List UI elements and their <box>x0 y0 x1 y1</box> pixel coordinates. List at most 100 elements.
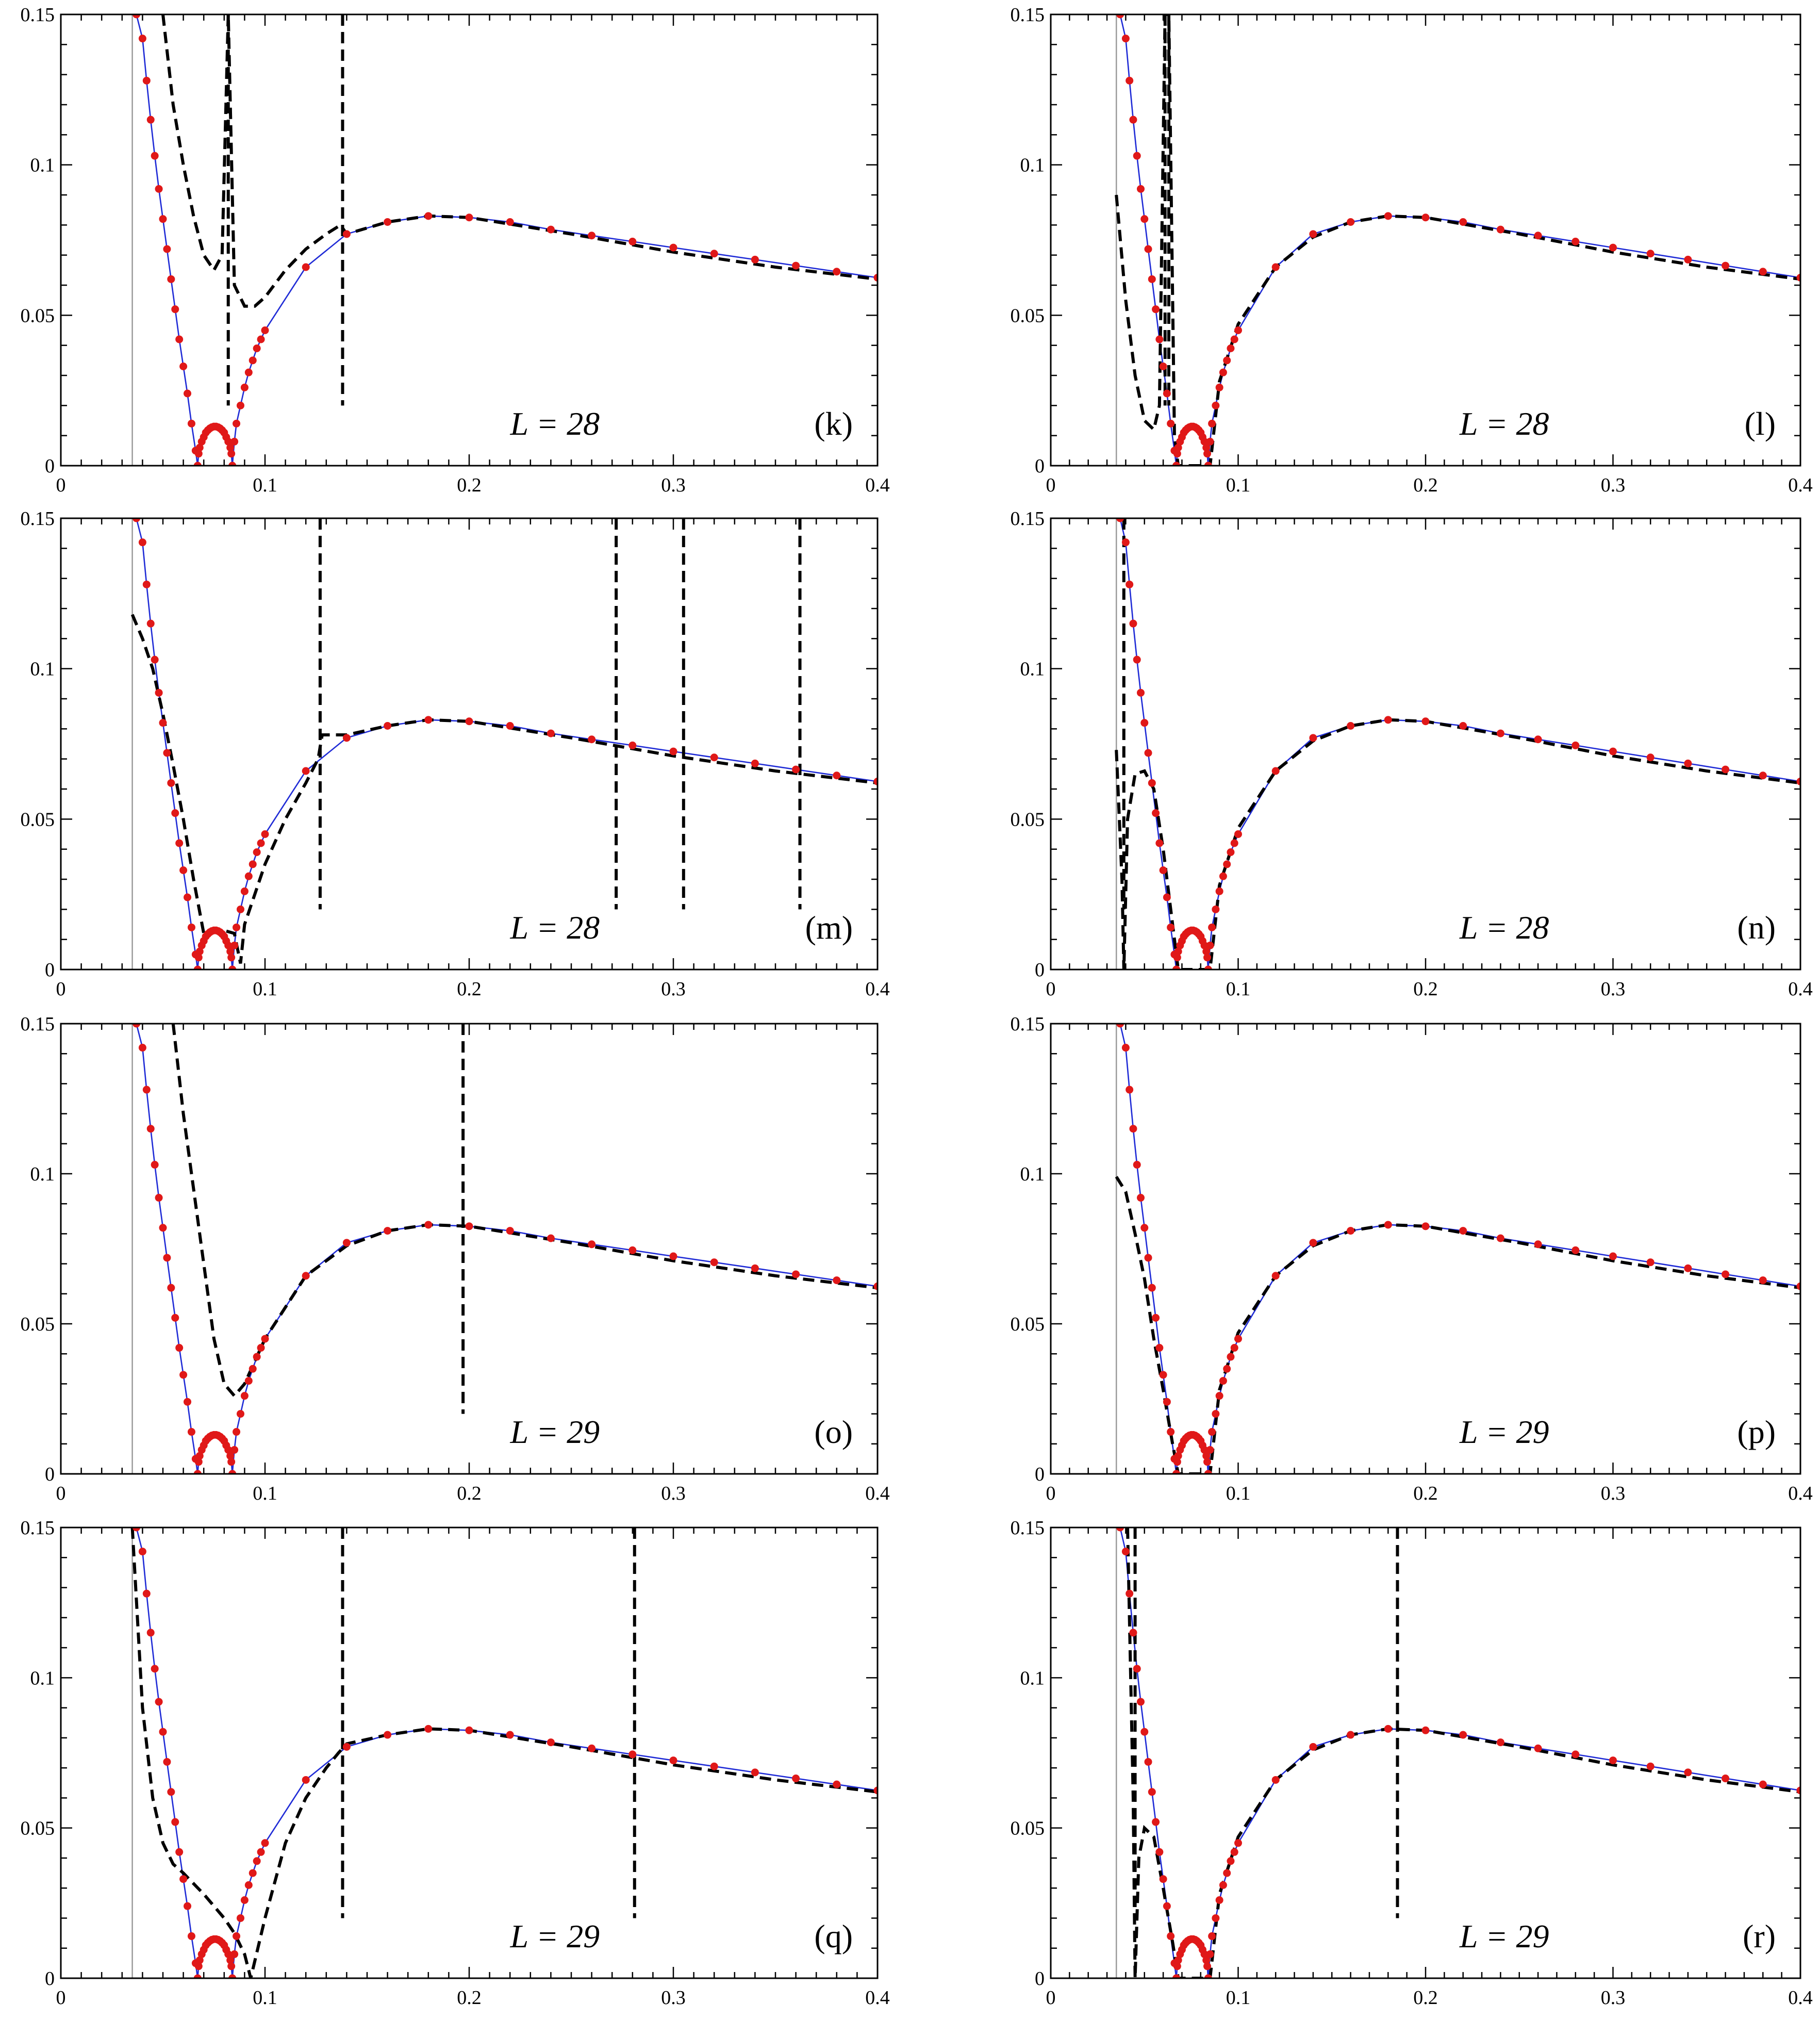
x-tick-label: 0.1 <box>253 1987 277 2009</box>
data-point <box>1200 941 1209 949</box>
data-point <box>1212 905 1220 913</box>
data-point <box>1684 1768 1692 1777</box>
y-tick-label: 0.05 <box>21 305 55 326</box>
data-point <box>1136 1698 1145 1706</box>
data-point <box>1230 335 1238 343</box>
data-point <box>1126 580 1134 588</box>
data-point <box>424 1725 433 1733</box>
plot-area <box>133 14 878 466</box>
data-point <box>628 741 637 749</box>
data-point <box>1155 335 1164 343</box>
data-point <box>792 261 800 270</box>
panel-label: (r) <box>1743 1918 1776 1955</box>
data-point <box>228 1470 237 1474</box>
x-tick-label: 0.3 <box>661 474 686 496</box>
data-point <box>1534 1744 1542 1752</box>
data-point <box>1204 1974 1212 1978</box>
data-point <box>1208 419 1216 428</box>
data-point <box>465 1726 473 1734</box>
data-point <box>159 215 167 223</box>
data-point <box>1167 923 1175 931</box>
data-point <box>1159 363 1167 370</box>
data-point <box>1206 941 1214 949</box>
data-point <box>751 255 759 264</box>
plot-area <box>130 1528 878 1978</box>
data-point <box>195 1956 204 1964</box>
x-tick-label: 0.4 <box>1788 474 1813 496</box>
data-point <box>1223 1365 1231 1373</box>
data-point <box>1646 250 1654 258</box>
plot-area <box>1115 518 1800 970</box>
data-point <box>142 580 151 588</box>
data-point <box>792 765 800 774</box>
data-point <box>1172 1974 1181 1978</box>
data-point <box>151 1161 159 1169</box>
data-point <box>244 368 253 376</box>
data-point <box>1136 1194 1145 1202</box>
data-point <box>1133 1161 1141 1169</box>
data-point <box>261 1839 269 1847</box>
data-point <box>1534 735 1542 744</box>
size-annotation: L = 28 <box>1459 405 1549 442</box>
data-point <box>253 344 261 352</box>
data-point <box>151 152 159 160</box>
data-point <box>240 383 249 391</box>
chart-panel-1: 0 0.1 0.2 0.3 0.4 0 0.05 0.1 0.15 L = 28 (l) <box>1011 4 1813 496</box>
data-point <box>228 462 237 466</box>
data-point <box>163 1254 171 1262</box>
data-point <box>384 218 392 226</box>
data-point <box>195 444 204 452</box>
data-point <box>249 356 257 365</box>
data-point <box>342 734 351 742</box>
dashed-curve <box>1126 1528 1800 1978</box>
data-point <box>1163 389 1171 398</box>
data-point <box>1230 1848 1238 1856</box>
data-point <box>146 619 155 628</box>
data-point <box>227 1458 236 1466</box>
data-point <box>1148 1284 1156 1292</box>
data-point <box>187 923 195 931</box>
data-point <box>1173 954 1181 962</box>
data-point <box>1126 1589 1134 1598</box>
data-point <box>261 830 269 838</box>
data-point <box>1159 1371 1167 1379</box>
data-point <box>175 1344 184 1352</box>
data-point <box>1116 518 1124 522</box>
data-point <box>465 717 473 726</box>
data-point <box>342 1743 351 1751</box>
data-point <box>244 1377 253 1385</box>
data-point <box>792 1270 800 1278</box>
panel-label: (k) <box>814 405 853 442</box>
data-point <box>1144 749 1152 757</box>
y-tick-label: 0.1 <box>1020 1163 1045 1185</box>
data-point <box>1759 771 1767 780</box>
data-point <box>833 268 841 276</box>
data-point <box>424 716 433 724</box>
x-tick-label: 0.1 <box>253 978 277 1000</box>
axes-frame <box>60 1526 879 1979</box>
data-point <box>1421 717 1430 726</box>
data-point <box>1227 1353 1235 1361</box>
data-point <box>1609 243 1617 252</box>
data-point <box>194 450 203 458</box>
data-point <box>159 1728 167 1736</box>
data-point <box>1609 1756 1617 1765</box>
data-point <box>184 893 192 901</box>
data-point <box>1126 1086 1134 1094</box>
blue-curve-left-branch <box>1119 518 1177 970</box>
y-tick-label: 0.05 <box>1011 1818 1045 1840</box>
y-tick-label: 0.1 <box>30 1667 55 1689</box>
data-point <box>873 1282 878 1290</box>
data-point <box>261 1335 269 1343</box>
data-point <box>187 419 195 428</box>
plot-area <box>1116 1528 1800 1978</box>
data-point <box>1144 1758 1152 1766</box>
blue-curve-left-branch <box>136 1528 198 1978</box>
data-point <box>751 1768 759 1777</box>
data-point <box>1459 1731 1467 1739</box>
blue-curve-left-branch <box>136 518 198 970</box>
data-point <box>1796 1282 1800 1290</box>
data-point <box>1219 368 1227 376</box>
x-tick-label: 0.3 <box>1601 474 1626 496</box>
data-point <box>151 1665 159 1673</box>
